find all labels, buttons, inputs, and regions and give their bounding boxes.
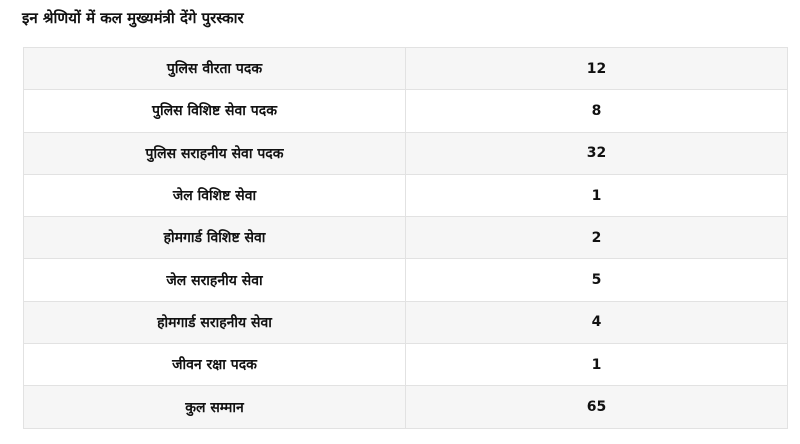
count-cell: 5 bbox=[405, 258, 788, 302]
category-cell: जेल विशिष्ट सेवा bbox=[23, 173, 406, 218]
heading: इन श्रेणियों में कल मुख्यमंत्री देंगे पु… bbox=[22, 9, 244, 27]
count-cell: 8 bbox=[405, 89, 788, 133]
table-row: पुलिस विशिष्ट सेवा पदक 8 bbox=[23, 89, 788, 133]
category-cell: जीवन रक्षा पदक bbox=[23, 343, 406, 387]
table-row: होमगार्ड विशिष्ट सेवा 2 bbox=[23, 216, 788, 260]
count-cell: 12 bbox=[405, 46, 788, 91]
category-cell: पुलिस विशिष्ट सेवा पदक bbox=[23, 89, 406, 133]
category-cell: पुलिस वीरता पदक bbox=[23, 46, 406, 91]
category-cell: होमगार्ड सराहनीय सेवा bbox=[23, 300, 406, 345]
awards-table: पुलिस वीरता पदक 12 पुलिस विशिष्ट सेवा पदक 8… bbox=[23, 46, 788, 429]
table-row: कुल सम्मान 65 bbox=[23, 385, 788, 429]
count-cell: 4 bbox=[405, 300, 788, 345]
category-cell: पुलिस सराहनीय सेवा पदक bbox=[23, 131, 406, 175]
table-row: जेल सराहनीय सेवा 5 bbox=[23, 258, 788, 302]
count-cell: 32 bbox=[405, 131, 788, 175]
count-cell: 1 bbox=[405, 173, 788, 218]
category-cell: होमगार्ड विशिष्ट सेवा bbox=[23, 216, 406, 260]
table-row: पुलिस वीरता पदक 12 bbox=[23, 46, 788, 91]
table-row: होमगार्ड सराहनीय सेवा 4 bbox=[23, 300, 788, 345]
table-row: पुलिस सराहनीय सेवा पदक 32 bbox=[23, 131, 788, 175]
category-cell: जेल सराहनीय सेवा bbox=[23, 258, 406, 302]
table-row: जेल विशिष्ट सेवा 1 bbox=[23, 173, 788, 218]
count-cell: 2 bbox=[405, 216, 788, 260]
count-cell: 65 bbox=[405, 385, 788, 429]
table-body: पुलिस वीरता पदक 12 पुलिस विशिष्ट सेवा पदक 8… bbox=[23, 46, 788, 429]
count-cell: 1 bbox=[405, 343, 788, 387]
category-cell: कुल सम्मान bbox=[23, 385, 406, 429]
table-row: जीवन रक्षा पदक 1 bbox=[23, 343, 788, 387]
